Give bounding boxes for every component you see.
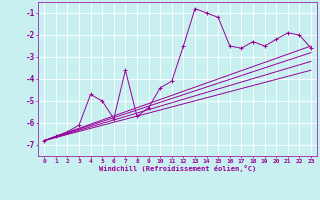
- X-axis label: Windchill (Refroidissement éolien,°C): Windchill (Refroidissement éolien,°C): [99, 165, 256, 172]
